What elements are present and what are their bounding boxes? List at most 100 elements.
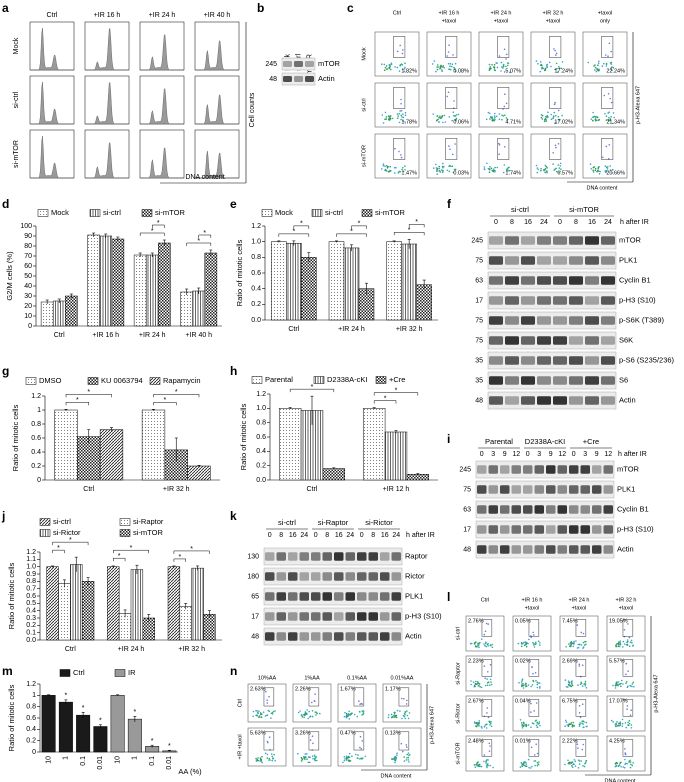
blot-band (505, 336, 519, 345)
panel-letter: k (230, 509, 237, 523)
flow-event (436, 173, 439, 175)
column-header: +IR 16 h (522, 597, 543, 603)
flow-event (485, 645, 488, 648)
y-tick-label: 60 (24, 263, 32, 270)
flow-event (406, 757, 408, 759)
flow-event (442, 121, 444, 124)
flow-event (489, 116, 492, 118)
flow-event (581, 748, 584, 751)
flow-event (531, 684, 534, 686)
flow-event (606, 168, 609, 170)
protein-label: p-H3 (S10) (617, 524, 654, 533)
significance-star: * (87, 389, 90, 396)
flow-event (266, 753, 269, 756)
flow-event (553, 103, 556, 105)
blot-band (521, 376, 535, 385)
bar (110, 695, 125, 753)
flow-event (569, 645, 571, 647)
flow-event (447, 91, 450, 94)
blot-band (500, 485, 510, 494)
blot-band (265, 552, 275, 561)
flow-event (389, 165, 392, 168)
flow-event (506, 53, 508, 56)
flow-event (546, 115, 548, 117)
column-header: Ctrl (47, 12, 58, 19)
flow-event (567, 680, 570, 682)
flow-event (475, 764, 477, 766)
flow-event (540, 168, 542, 170)
gate (398, 731, 410, 751)
marker-label: 63 (463, 506, 471, 513)
flow-event (623, 766, 626, 769)
x-tick-label: +IR 24 h (139, 332, 166, 339)
flow-event (438, 169, 441, 172)
flow-event (502, 63, 505, 66)
legend-swatch (251, 376, 263, 384)
flow-event (483, 754, 486, 756)
x-tick-label: 0.01 (166, 756, 173, 770)
blot-band (523, 485, 533, 494)
flow-event (385, 116, 388, 118)
flow-event (454, 70, 457, 73)
flow-frame (582, 82, 628, 128)
flow-event (453, 68, 456, 71)
flow-event (400, 154, 402, 156)
flow-event (477, 685, 480, 687)
flow-event (524, 684, 526, 686)
flow-event (519, 719, 522, 721)
x-tick-label: +IR 40 h (185, 332, 212, 339)
row-label: si-ctrl (455, 627, 461, 640)
flow-event (622, 766, 625, 768)
lane-label: 16 (381, 532, 389, 539)
flow-event (605, 170, 607, 172)
flow-event (404, 169, 406, 171)
flow-event (403, 68, 406, 70)
group-label: si-Rictor (365, 518, 393, 527)
gate-percent: 6.57% (557, 170, 573, 176)
flow-event (627, 721, 629, 724)
flow-event (552, 115, 555, 118)
lane-label: 0 (268, 532, 272, 539)
flow-event (390, 68, 392, 71)
lane-label: 8 (574, 219, 578, 226)
flow-event (594, 168, 597, 170)
flow-event (527, 684, 530, 686)
gate (398, 687, 410, 707)
flow-event (617, 642, 620, 644)
flow-event (577, 684, 579, 686)
flow-event (523, 722, 525, 725)
flow-event (554, 101, 556, 104)
protein-label: Rictor (405, 571, 425, 580)
flow-event (437, 118, 439, 121)
flow-event (615, 645, 617, 647)
flow-event (567, 725, 570, 727)
flow-frame (559, 655, 599, 692)
gate (622, 699, 634, 717)
blot-band (357, 552, 367, 561)
flow-event (447, 51, 450, 53)
flow-event (311, 715, 314, 718)
blot-band (585, 376, 599, 385)
x-tick-label: +IR 32 h (396, 326, 423, 333)
flow-event (574, 765, 577, 767)
flow-event (621, 725, 624, 727)
lane-label: 3 (491, 451, 495, 458)
flow-event (630, 639, 633, 642)
flow-event (568, 643, 570, 645)
blot-strip (475, 540, 615, 559)
flow-event (404, 713, 406, 716)
flow-event (364, 755, 367, 758)
flow-event (630, 763, 632, 766)
flow-event (615, 723, 618, 726)
flow-event (564, 719, 567, 722)
flow-event (435, 167, 438, 169)
flow-event (604, 165, 607, 167)
flow-event (433, 60, 436, 62)
blot-band (288, 632, 298, 641)
flow-event (442, 167, 444, 169)
gate (481, 739, 493, 757)
panel-letter: b (257, 1, 264, 15)
flow-event (617, 684, 619, 687)
flow-event (615, 725, 617, 728)
flow-event (484, 630, 487, 633)
